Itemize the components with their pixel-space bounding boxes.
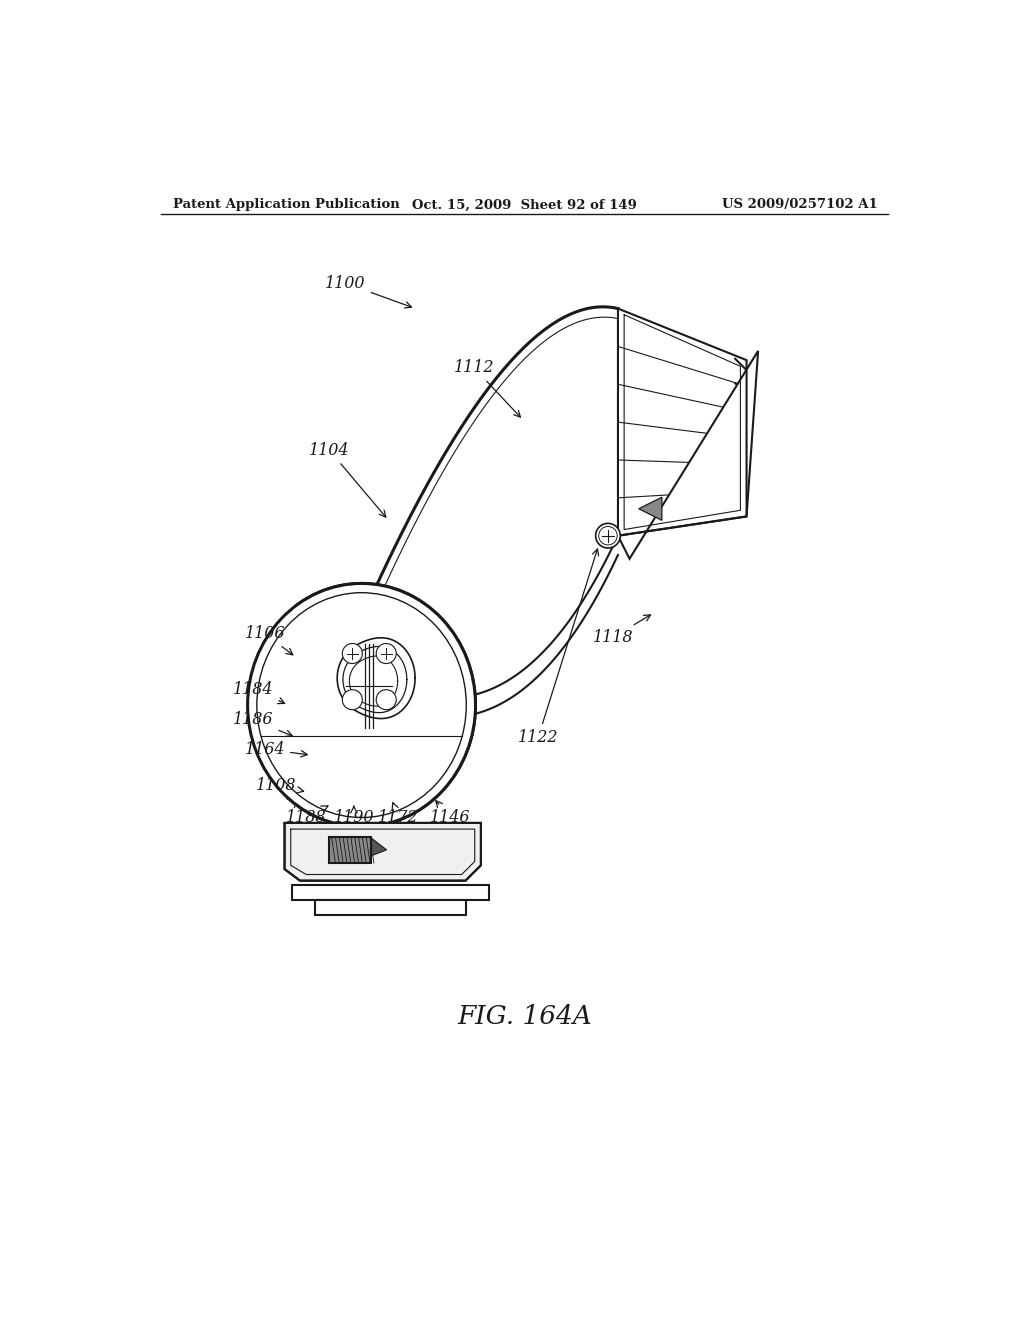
Polygon shape [285,822,481,880]
Text: Oct. 15, 2009  Sheet 92 of 149: Oct. 15, 2009 Sheet 92 of 149 [413,198,637,211]
Text: 1112: 1112 [454,359,520,417]
Text: 1184: 1184 [233,681,285,704]
Circle shape [599,527,617,545]
Polygon shape [292,884,488,900]
Polygon shape [617,351,758,558]
Text: 1118: 1118 [593,615,650,645]
Circle shape [596,523,621,548]
Polygon shape [289,306,746,826]
Ellipse shape [248,583,475,826]
Text: 1190: 1190 [334,807,374,826]
Circle shape [376,689,396,710]
Text: Patent Application Publication: Patent Application Publication [173,198,399,211]
Text: 1122: 1122 [518,549,599,746]
Text: 1146: 1146 [430,801,470,826]
Polygon shape [330,837,371,863]
Polygon shape [639,498,662,520]
Text: 1188: 1188 [286,805,328,826]
Text: 1106: 1106 [245,626,293,655]
Circle shape [342,689,362,710]
Circle shape [342,644,362,664]
Text: 1104: 1104 [309,442,386,517]
Text: 1186: 1186 [233,711,292,737]
Text: US 2009/0257102 A1: US 2009/0257102 A1 [722,198,878,211]
Text: 1108: 1108 [256,776,303,793]
Text: 1164: 1164 [245,741,307,758]
Text: FIG. 164A: FIG. 164A [458,1005,592,1030]
Text: 1100: 1100 [326,275,412,308]
Ellipse shape [257,593,466,817]
Text: 1172: 1172 [378,803,419,826]
Polygon shape [315,900,466,915]
Polygon shape [372,838,387,855]
Circle shape [376,644,396,664]
